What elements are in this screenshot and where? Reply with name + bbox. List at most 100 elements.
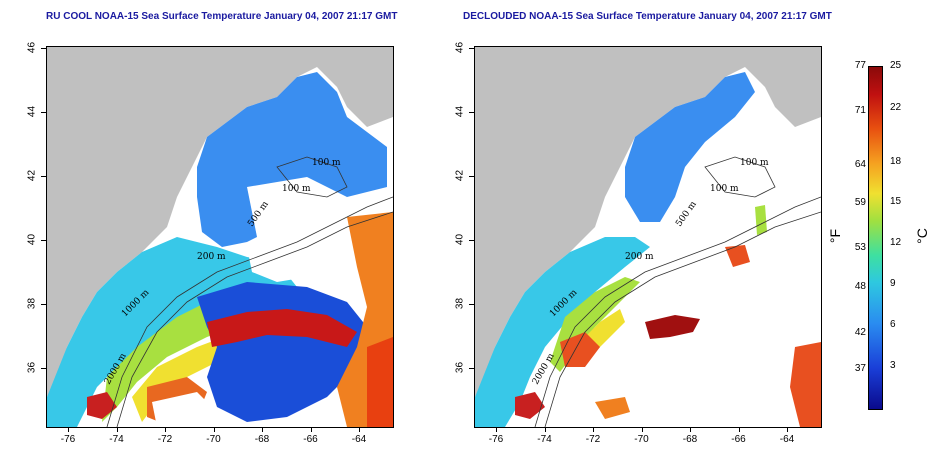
x-tick-mark [787,427,788,432]
y-tick-label: 40 [26,233,38,246]
colorbar-celsius-label: 25 [890,60,902,71]
sst-orange-patch [725,245,750,267]
colorbar-fahrenheit-label: 37 [854,363,866,374]
y-tick-mark [41,48,46,49]
y-tick-mark [41,368,46,369]
contour-label: 500 m [674,199,699,229]
y-tick-mark [41,176,46,177]
sst-orange-patch [595,397,630,419]
colorbar-fahrenheit-label: 48 [854,281,866,292]
x-tick-label: -66 [731,434,746,445]
sst-map-left: 100 m 100 m 200 m 500 m 2000 m 1000 m [46,46,394,428]
sst-map-right: 100 m 100 m 200 m 500 m 2000 m 1000 m [474,46,822,428]
x-tick-label: -76 [488,434,504,445]
x-tick-label: -68 [682,434,698,445]
unit-celsius: °C [913,228,930,244]
y-tick-label: 36 [454,361,466,374]
sst-blue-gulf-maine [625,72,755,222]
x-tick-mark [544,427,546,432]
x-tick-mark [310,427,312,432]
colorbar-celsius-label: 12 [890,237,902,248]
x-tick-label: -74 [109,434,124,445]
x-tick-mark [68,427,69,432]
x-tick-label: -76 [60,434,76,445]
x-tick-label: -72 [585,434,601,445]
x-tick-label: -68 [254,434,270,445]
y-tick-mark [41,304,46,305]
x-tick-mark [641,427,643,432]
bathymetry-contour [276,156,348,198]
cloud-patch [247,247,307,282]
x-tick-mark [165,427,166,432]
unit-fahrenheit: °F [827,228,844,244]
cloud-patch [152,392,217,427]
colorbar-celsius-label: 9 [890,278,896,289]
land-mass [475,47,821,397]
colorbar [868,66,883,410]
contour-label: 100 m [710,184,739,194]
colorbar-celsius-label: 15 [890,196,902,207]
y-tick-label: 38 [26,297,38,310]
y-tick-label: 42 [454,169,466,182]
colorbar-fahrenheit-label: 77 [854,60,866,71]
contour-label: 200 m [625,252,654,262]
sst-blue-gulf-maine [197,72,387,247]
x-tick-label: -64 [351,434,367,445]
x-tick-label: -66 [303,434,318,445]
land-mass [47,47,393,397]
y-tick-label: 42 [26,169,38,182]
sst-red-southeast [367,337,393,427]
colorbar-celsius-label: 18 [890,156,902,167]
y-tick-label: 38 [454,297,466,310]
colorbar-fahrenheit-label: 53 [854,242,866,253]
x-tick-label: -74 [537,434,552,445]
y-tick-mark [469,304,474,305]
y-tick-label: 44 [26,105,38,118]
colorbar-fahrenheit-label: 42 [854,327,866,338]
bathymetry-contour [116,211,393,427]
sst-red-gulfstream [207,309,357,347]
x-tick-label: -72 [157,434,173,445]
colorbar-fahrenheit-label: 64 [854,159,866,170]
colorbar-celsius-label: 3 [890,360,896,371]
sst-red-cape [87,392,117,419]
title-right: DECLOUDED NOAA-15 Sea Surface Temperatur… [463,11,832,22]
y-tick-mark [469,112,474,113]
x-tick-mark [262,427,263,432]
y-tick-label: 46 [454,41,466,54]
sst-orange-patch [790,342,821,427]
bathymetry-contour [106,196,393,427]
contour-label: 100 m [282,184,311,194]
x-tick-label: -70 [634,434,649,445]
map-right-canvas: 100 m 100 m 200 m 500 m 2000 m 1000 m [475,47,821,427]
y-tick-label: 36 [26,361,38,374]
colorbar-celsius-label: 6 [890,319,896,330]
y-tick-mark [469,176,474,177]
y-tick-label: 40 [454,233,466,246]
sst-red-patch [645,315,700,339]
sst-red-cape [515,392,545,419]
cloud-patch [247,177,347,242]
x-tick-mark [738,427,740,432]
y-tick-mark [469,240,474,241]
map-left-canvas: 100 m 100 m 200 m 500 m 2000 m 1000 m [47,47,393,427]
bathymetry-contour [534,196,821,427]
x-tick-mark [593,427,594,432]
contour-label: 200 m [197,252,226,262]
title-left: RU COOL NOAA-15 Sea Surface Temperature … [46,11,398,22]
x-tick-label: -64 [779,434,795,445]
bathymetry-contour [544,211,821,427]
x-tick-mark [116,427,118,432]
y-tick-mark [469,368,474,369]
colorbar-fahrenheit-label: 71 [854,105,866,116]
sst-green-east [755,205,767,235]
x-tick-label: -70 [206,434,221,445]
contour-label: 100 m [740,158,769,168]
y-tick-mark [469,48,474,49]
y-tick-mark [41,240,46,241]
contour-label: 100 m [312,158,341,168]
y-tick-mark [41,112,46,113]
x-tick-mark [496,427,497,432]
y-tick-label: 44 [454,105,466,118]
x-tick-mark [359,427,360,432]
